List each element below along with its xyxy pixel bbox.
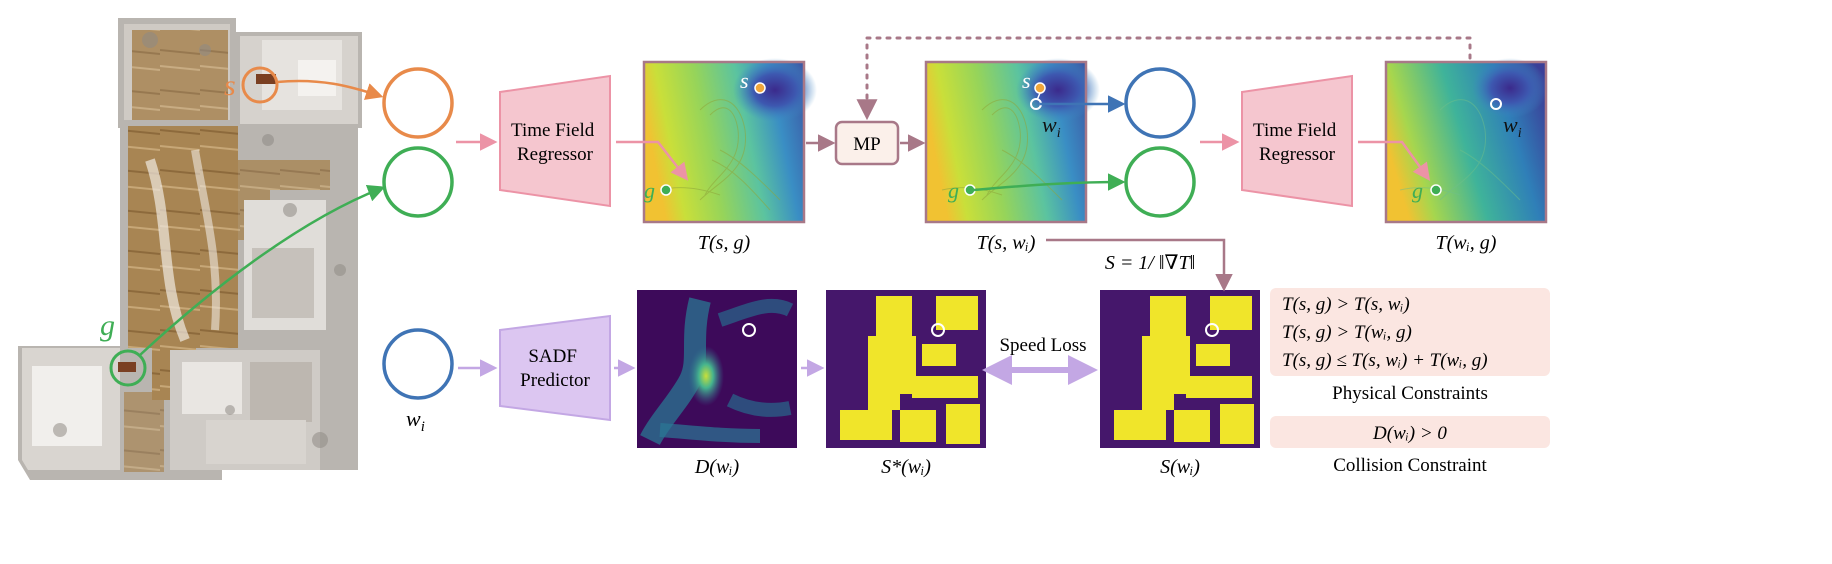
caption-s-star-wi: S*(wᵢ) — [881, 456, 931, 478]
goal-marker-panel-2 — [964, 184, 976, 196]
start-label-panel-2: s — [1022, 68, 1031, 93]
collision-constraint-box — [1270, 416, 1550, 448]
time-field-regressor-label-2: Time Field Regressor — [1253, 120, 1341, 165]
speed-panel-s-star-wi — [826, 290, 986, 448]
speed-formula: S = 1/ ‖∇T‖ — [1105, 252, 1195, 274]
start-label-panel-1: s — [740, 68, 749, 93]
caption-t-s-g: T(s, g) — [698, 232, 751, 254]
speed-panel-s-wi — [1100, 290, 1260, 448]
waypoint-view-thumbnail — [382, 328, 454, 400]
collision-constraint-line: D(wᵢ) > 0 — [1372, 423, 1447, 444]
caption-t-wi-g: T(wᵢ, g) — [1436, 232, 1497, 254]
mp-box — [834, 120, 900, 166]
feedback-dotted-arrow — [856, 36, 1472, 121]
sadf-predictor-box — [499, 314, 611, 422]
start-marker-panel-1 — [754, 82, 766, 94]
map-goal-label: g — [100, 309, 115, 342]
caption-t-s-wi: T(s, wᵢ) — [977, 232, 1036, 254]
waypoint-label-panel-2: wi — [1042, 112, 1061, 141]
physical-constraints-lines: T(s, g) > T(s, wᵢ) T(s, g) > T(wᵢ, g) T(… — [1282, 294, 1488, 371]
goal-label-panel-2: g — [948, 178, 959, 203]
sadf-panel-d-wi — [637, 290, 797, 448]
goal-label-panel-3: g — [1412, 178, 1423, 203]
goal-view-thumbnail-2 — [1124, 146, 1196, 218]
time-field-regressor-label-1: Time Field Regressor — [511, 120, 599, 165]
goal-highlight-ring — [109, 349, 147, 387]
waypoint-label-panel-3: wi — [1503, 112, 1522, 141]
time-field-panel-wi-g — [1384, 58, 1548, 224]
arrow-regressor-1-to-field — [616, 140, 689, 181]
time-field-panel-s-g — [642, 58, 817, 224]
caption-d-wi: D(wᵢ) — [694, 456, 740, 478]
time-field-regressor-box-2 — [1241, 74, 1353, 208]
start-view-thumbnail — [382, 67, 454, 139]
map-start-label: s — [224, 69, 236, 102]
goal-view-arrow — [139, 184, 386, 356]
goal-view-thumbnail — [382, 146, 454, 218]
collision-constraint-caption: Collision Constraint — [1333, 455, 1487, 476]
time-field-regressor-box-1 — [499, 74, 611, 208]
goal-label-panel-1: g — [644, 178, 655, 203]
waypoint-marker-s — [1205, 323, 1219, 337]
sadf-predictor-label: SADF Predictor — [520, 346, 590, 391]
goal-marker-panel-1 — [660, 184, 672, 196]
arrow-field-to-speed — [1046, 238, 1233, 292]
physical-constraints-box — [1270, 288, 1550, 376]
goal-marker-panel-3 — [1430, 184, 1442, 196]
time-field-panel-s-wi — [924, 58, 1100, 224]
waypoint-thumbnail-label: wi — [406, 406, 425, 435]
floor-plan-image — [18, 18, 362, 480]
mp-label: MP — [853, 134, 880, 155]
waypoint-marker-panel-3 — [1490, 98, 1502, 110]
arrow-goal-to-view — [973, 173, 1126, 192]
start-highlight-ring — [241, 66, 279, 104]
physical-constraints-caption: Physical Constraints — [1332, 383, 1488, 404]
arrow-regressor-2-to-field — [1358, 140, 1431, 181]
waypoint-marker-d — [742, 323, 756, 337]
speed-loss-label: Speed Loss — [999, 335, 1086, 356]
start-view-arrow — [276, 79, 384, 100]
start-marker-panel-2 — [1034, 82, 1046, 94]
waypoint-view-thumbnail-2 — [1124, 67, 1196, 139]
waypoint-marker-s-star — [931, 323, 945, 337]
caption-s-wi: S(wᵢ) — [1160, 456, 1200, 478]
